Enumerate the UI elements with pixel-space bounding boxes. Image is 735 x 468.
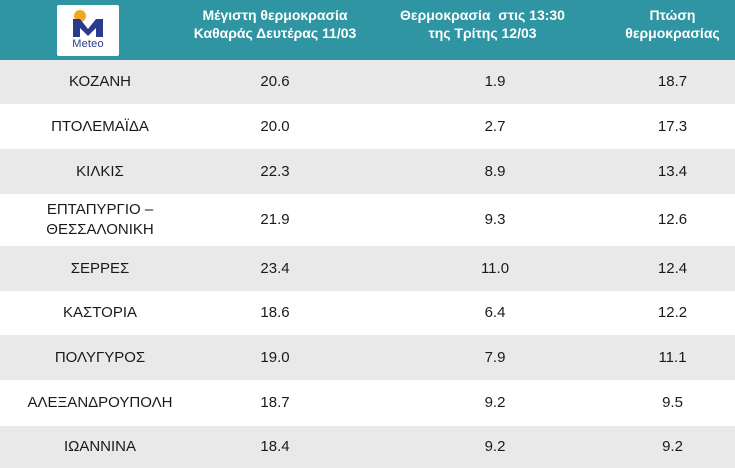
max-temp-cell: 20.6	[260, 73, 290, 90]
table-row: ΑΛΕΞΑΝΔΡΟΥΠΟΛΗ 18.7 9.2 9.5	[0, 380, 735, 426]
temp-drop-cell: 13.4	[657, 162, 688, 180]
temp-1330-cell: 9.2	[484, 438, 506, 455]
temp-1330-cell: 9.2	[484, 394, 506, 411]
temp-drop-cell: 9.2	[662, 438, 683, 455]
city-cell: ΠΟΛΥΓΥΡΟΣ	[54, 348, 146, 366]
temp-drop-cell: 12.6	[657, 211, 688, 228]
table-row: ΣΕΡΡΕΣ 23.4 11.0 12.4	[0, 246, 735, 291]
header-temp-drop: Πτώση θερμοκρασίας	[625, 7, 720, 41]
temp-1330-cell: 2.7	[484, 117, 506, 135]
max-temp-cell: 21.9	[260, 211, 290, 228]
header-temp-1330: Θερμοκρασία στις 13:30 της Τρίτης 12/03	[400, 7, 565, 41]
table-row: ΚΑΣΤΟΡΙΑ 18.6 6.4 12.2	[0, 291, 735, 335]
temp-1330-cell: 1.9	[484, 73, 506, 90]
temp-drop-cell: 12.2	[657, 304, 688, 321]
temp-drop-cell: 17.3	[657, 117, 688, 135]
meteo-logo-icon	[73, 10, 103, 37]
table-row: ΠΤΟΛΕΜΑΪΔΑ 20.0 2.7 17.3	[0, 104, 735, 149]
max-temp-cell: 22.3	[260, 162, 290, 180]
max-temp-cell: 23.4	[260, 259, 290, 277]
city-cell: ΑΛΕΞΑΝΔΡΟΥΠΟΛΗ	[27, 394, 173, 411]
max-temp-cell: 18.6	[260, 304, 290, 321]
temp-1330-cell: 11.0	[480, 259, 510, 277]
table-row: ΚΙΛΚΙΣ 22.3 8.9 13.4	[0, 149, 735, 194]
max-temp-cell: 19.0	[260, 348, 290, 366]
temp-1330-cell: 9.3	[484, 211, 506, 228]
max-temp-cell: 18.4	[260, 438, 290, 455]
temp-drop-cell: 18.7	[657, 73, 688, 90]
max-temp-cell: 20.0	[260, 117, 290, 135]
temp-drop-cell: 9.5	[662, 394, 683, 411]
meteo-logo: Meteo	[57, 5, 119, 56]
city-cell: ΚΙΛΚΙΣ	[76, 162, 124, 180]
temp-drop-cell: 11.1	[658, 348, 687, 366]
city-cell: ΠΤΟΛΕΜΑΪΔΑ	[51, 117, 149, 135]
temp-1330-cell: 6.4	[484, 304, 506, 321]
logo-text: Meteo	[72, 38, 104, 50]
table-header: Meteo Μέγιστη θερμοκρασία Καθαράς Δευτέρ…	[0, 0, 735, 60]
table-row: ΚΟΖΑΝΗ 20.6 1.9 18.7	[0, 60, 735, 104]
temp-1330-cell: 7.9	[484, 348, 506, 366]
max-temp-cell: 18.7	[260, 394, 290, 411]
city-cell: ΕΠΤΑΠΥΡΓΙΟ – ΘΕΣΣΑΛΟΝΙΚΗ	[46, 201, 154, 238]
temp-1330-cell: 8.9	[484, 162, 506, 180]
temp-drop-cell: 12.4	[657, 259, 688, 277]
table-row: ΕΠΤΑΠΥΡΓΙΟ – ΘΕΣΣΑΛΟΝΙΚΗ 21.9 9.3 12.6	[0, 194, 735, 246]
city-cell: ΚΑΣΤΟΡΙΑ	[62, 304, 138, 321]
city-cell: ΣΕΡΡΕΣ	[70, 259, 130, 277]
city-cell: ΚΟΖΑΝΗ	[68, 73, 132, 90]
header-max-temp: Μέγιστη θερμοκρασία Καθαράς Δευτέρας 11/…	[193, 7, 357, 41]
table-row: ΙΩΑΝΝΙΝΑ 18.4 9.2 9.2	[0, 426, 735, 468]
city-cell: ΙΩΑΝΝΙΝΑ	[63, 438, 137, 455]
table-row: ΠΟΛΥΓΥΡΟΣ 19.0 7.9 11.1	[0, 335, 735, 380]
